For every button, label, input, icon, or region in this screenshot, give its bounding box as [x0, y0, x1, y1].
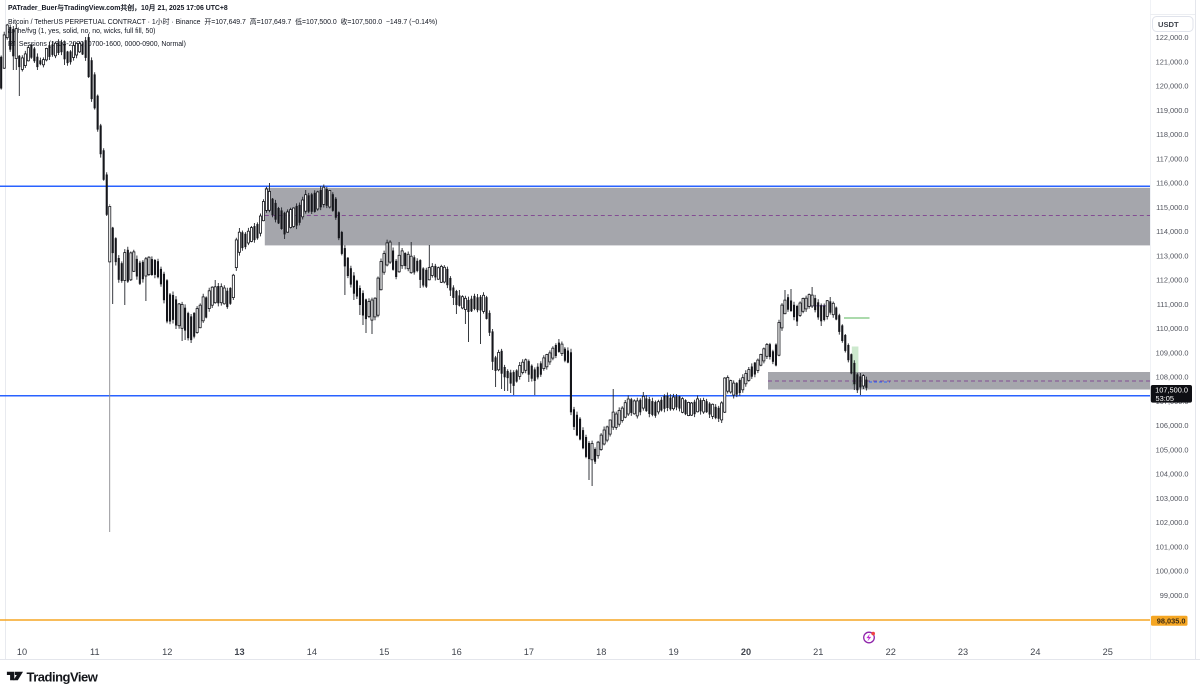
svg-text:114,000.0: 114,000.0: [1156, 227, 1188, 236]
svg-text:103,000.0: 103,000.0: [1156, 494, 1189, 503]
svg-text:15: 15: [379, 647, 389, 657]
svg-text:121,000.0: 121,000.0: [1156, 57, 1189, 66]
svg-text:53:05: 53:05: [1156, 394, 1175, 403]
svg-text:107,500.0: 107,500.0: [1155, 386, 1188, 395]
svg-text:101,000.0: 101,000.0: [1156, 542, 1189, 551]
svg-text:122,000.0: 122,000.0: [1156, 33, 1189, 42]
svg-text:10: 10: [17, 647, 27, 657]
svg-text:111,000.0: 111,000.0: [1157, 300, 1189, 309]
svg-text:17: 17: [524, 647, 534, 657]
svg-text:120,000.0: 120,000.0: [1156, 82, 1189, 91]
svg-text:104,000.0: 104,000.0: [1156, 470, 1189, 479]
svg-text:102,000.0: 102,000.0: [1156, 518, 1189, 527]
svg-text:24: 24: [1030, 647, 1040, 657]
svg-text:25: 25: [1103, 647, 1113, 657]
svg-text:11: 11: [90, 647, 100, 657]
svg-text:118,000.0: 118,000.0: [1156, 130, 1188, 139]
svg-text:115,000.0: 115,000.0: [1156, 203, 1188, 212]
svg-text:23: 23: [958, 647, 968, 657]
svg-text:113,000.0: 113,000.0: [1156, 251, 1188, 260]
svg-text:13: 13: [234, 647, 244, 657]
svg-text:TradingView: TradingView: [27, 670, 99, 685]
svg-text:16: 16: [451, 647, 461, 657]
svg-text:112,000.0: 112,000.0: [1156, 276, 1188, 285]
svg-text:21: 21: [813, 647, 823, 657]
svg-text:106,000.0: 106,000.0: [1156, 421, 1189, 430]
svg-text:98,035.0: 98,035.0: [1157, 616, 1186, 625]
svg-text:110,000.0: 110,000.0: [1156, 324, 1188, 333]
svg-text:119,000.0: 119,000.0: [1156, 106, 1188, 115]
svg-text:117,000.0: 117,000.0: [1156, 154, 1188, 163]
svg-text:USDT: USDT: [1158, 20, 1179, 29]
svg-text:14: 14: [307, 647, 317, 657]
svg-text:19: 19: [668, 647, 678, 657]
svg-text:99,000.0: 99,000.0: [1160, 591, 1189, 600]
svg-text:116,000.0: 116,000.0: [1156, 179, 1188, 188]
svg-text:12: 12: [162, 647, 172, 657]
svg-text:18: 18: [596, 647, 606, 657]
svg-text:109,000.0: 109,000.0: [1156, 348, 1189, 357]
svg-text:100,000.0: 100,000.0: [1156, 567, 1189, 576]
svg-text:22: 22: [886, 647, 896, 657]
svg-text:105,000.0: 105,000.0: [1156, 445, 1189, 454]
svg-text:20: 20: [741, 647, 751, 657]
svg-text:108,000.0: 108,000.0: [1156, 373, 1189, 382]
